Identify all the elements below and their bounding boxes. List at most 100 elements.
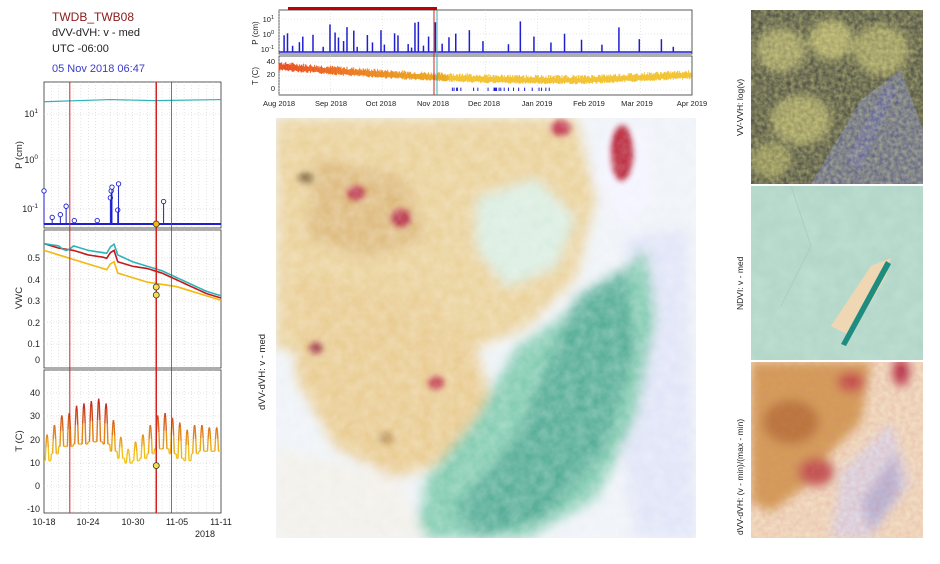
overview-ttick-20: 20 xyxy=(267,70,275,79)
temp-line-segment xyxy=(91,406,94,422)
temp-line-segment xyxy=(201,428,204,439)
vwc-ytick-0.3: 0.3 xyxy=(27,296,40,306)
precip-stem-marker xyxy=(57,212,63,218)
precip-stem-marker xyxy=(71,217,77,224)
temp-line-segment xyxy=(118,439,121,448)
overview-chart[interactable]: P (cm) T (C) 101 100 10-1 40 20 0 Aug 20… xyxy=(250,0,720,112)
temp-line-segment xyxy=(61,419,64,431)
vwc-ytick-0.4: 0.4 xyxy=(27,275,40,285)
temp-line-segment xyxy=(74,424,77,445)
temp-cursor-marker xyxy=(152,462,160,469)
temp-line-segment xyxy=(138,458,141,461)
temp-line-segment xyxy=(127,448,130,451)
temp-panel-frame xyxy=(43,369,222,514)
temp-line-segment xyxy=(153,448,156,454)
temp-line-segment xyxy=(180,440,183,459)
vwc-cursor-marker-1 xyxy=(152,283,160,291)
right-top-map[interactable] xyxy=(751,10,923,184)
temp-line-segment xyxy=(185,433,188,446)
temp-line-segment xyxy=(202,438,205,452)
timezone-label: UTC -06:00 xyxy=(52,43,109,55)
temp-line-segment xyxy=(187,433,190,446)
overview-window-highlight[interactable] xyxy=(288,7,437,10)
temp-line-segment xyxy=(86,441,89,445)
temp-line-segment xyxy=(118,447,121,459)
right-mid-map[interactable] xyxy=(751,186,923,360)
vwc-series-line xyxy=(43,242,222,297)
svg-text:VV-VVH: log(v): VV-VVH: log(v) xyxy=(735,79,745,136)
temp-line-segment xyxy=(197,451,200,454)
temp-line-segment xyxy=(171,417,174,423)
right-bot-map[interactable] xyxy=(751,362,923,538)
overview-xtick-oct: Oct 2018 xyxy=(366,99,396,108)
temp-line-segment xyxy=(105,403,108,409)
temp-line-segment xyxy=(52,428,55,440)
temp-ytick-20: 20 xyxy=(30,435,40,445)
temp-line-segment xyxy=(142,434,145,438)
temp-line-segment xyxy=(149,424,152,429)
vwc-ytick-0.5: 0.5 xyxy=(27,253,40,263)
temp-line-segment xyxy=(172,435,175,454)
overview-xtick-aug: Aug 2018 xyxy=(263,99,295,108)
temp-line-segment xyxy=(67,417,70,430)
svg-text:dVV-dVH: v - med: dVV-dVH: v - med xyxy=(257,334,268,410)
precip-stem-marker xyxy=(49,214,55,221)
temp-line-segment xyxy=(145,453,148,459)
right-bot-label: dVV-dVH: (v - min)/(max - min) xyxy=(731,370,749,540)
temp-line-segment xyxy=(50,453,53,461)
temp-line-segment xyxy=(109,444,112,452)
center-map[interactable] xyxy=(276,118,696,538)
temp-line-segment xyxy=(101,441,104,445)
vwc-ytick-0: 0 xyxy=(35,355,40,365)
precip-stem-marker xyxy=(160,198,167,205)
temp-line-segment xyxy=(147,439,150,454)
temp-line-segment xyxy=(186,429,189,435)
product-label: dVV-dVH: v - med xyxy=(52,27,141,39)
temp-line-segment xyxy=(192,428,195,440)
temp-line-segment xyxy=(113,435,116,452)
temp-line-segment xyxy=(206,439,209,452)
temp-line-segment xyxy=(175,453,178,459)
temp-line-segment xyxy=(54,428,57,440)
precip-stem-marker xyxy=(63,203,69,209)
precip-stem-marker xyxy=(115,207,121,213)
temp-line-segment xyxy=(216,430,219,440)
temp-line-segment xyxy=(207,430,210,440)
station-title: TWDB_TWB08 xyxy=(52,10,135,24)
temp-line-segment xyxy=(179,427,182,441)
temp-line-segment xyxy=(200,428,203,439)
temp-line-segment xyxy=(75,405,78,412)
temp-line-segment xyxy=(47,447,50,461)
temp-line-segment xyxy=(111,424,114,436)
temp-line-segment xyxy=(184,445,187,461)
temp-line-segment xyxy=(164,412,167,418)
temp-line-segment xyxy=(123,458,126,464)
overview-ptick-0: 100 xyxy=(263,30,274,39)
temp-line-segment xyxy=(121,447,124,459)
vwc-series-line xyxy=(43,249,222,302)
temp-line-segment xyxy=(128,450,131,457)
temp-line-segment xyxy=(104,408,107,424)
temp-line-segment xyxy=(99,420,102,442)
overview-xtick-feb: Feb 2019 xyxy=(573,99,605,108)
temp-line-segment xyxy=(169,435,172,454)
temp-line-segment xyxy=(201,424,204,429)
temp-line-segment xyxy=(83,403,86,409)
temp-line-segment xyxy=(120,436,123,440)
temp-line-segment xyxy=(90,400,93,407)
vwc-series-line xyxy=(43,242,222,299)
temp-ytick-30: 30 xyxy=(30,411,40,421)
overview-ptick-m1: 10-1 xyxy=(261,45,274,54)
temp-line-segment xyxy=(89,406,92,422)
temp-line-segment xyxy=(74,410,77,425)
temp-line-segment xyxy=(98,398,101,405)
overview-xtick-dec: Dec 2018 xyxy=(468,99,500,108)
temp-line-segment xyxy=(141,437,144,447)
temp-line-segment xyxy=(150,439,153,454)
xtick-10-24: 10-24 xyxy=(76,517,99,527)
temp-line-segment xyxy=(182,458,185,461)
vwc-ytick-0.2: 0.2 xyxy=(27,318,40,328)
left-timeseries-chart[interactable]: P (cm) VWC T (C) 101 100 10-1 0.5 0.4 0.… xyxy=(0,0,235,564)
temp-line-segment xyxy=(103,423,106,445)
temp-line-segment xyxy=(69,429,72,447)
